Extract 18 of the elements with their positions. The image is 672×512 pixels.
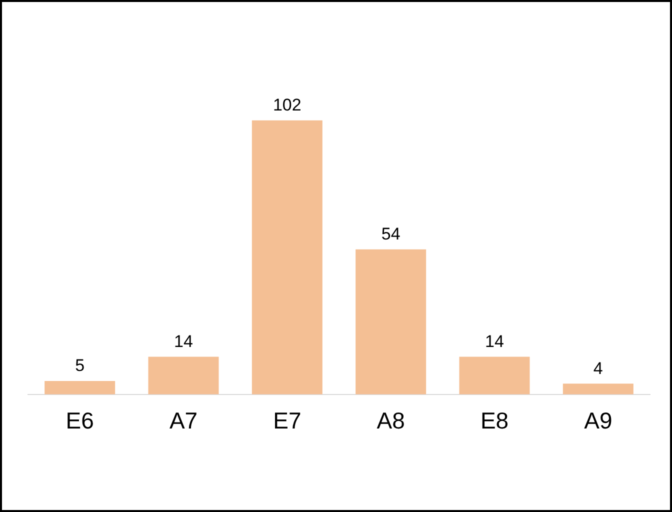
bar	[562, 384, 634, 394]
bar	[356, 249, 426, 394]
data-label: 14	[485, 332, 504, 351]
bar	[459, 356, 530, 394]
data-label: 54	[381, 224, 400, 244]
x-tick-label: A8	[376, 408, 405, 434]
x-tick-label: E7	[273, 408, 302, 434]
data-label: 14	[174, 332, 193, 351]
x-tick-label: A9	[584, 408, 612, 434]
x-tick-label: A7	[169, 408, 198, 434]
x-tick-label: E8	[480, 408, 509, 434]
data-label: 5	[75, 356, 85, 376]
data-label: 102	[272, 96, 302, 115]
bar	[252, 120, 322, 394]
bar	[148, 356, 219, 394]
x-tick-label: E6	[66, 408, 94, 434]
bar	[44, 380, 116, 394]
data-label: 4	[593, 358, 603, 378]
